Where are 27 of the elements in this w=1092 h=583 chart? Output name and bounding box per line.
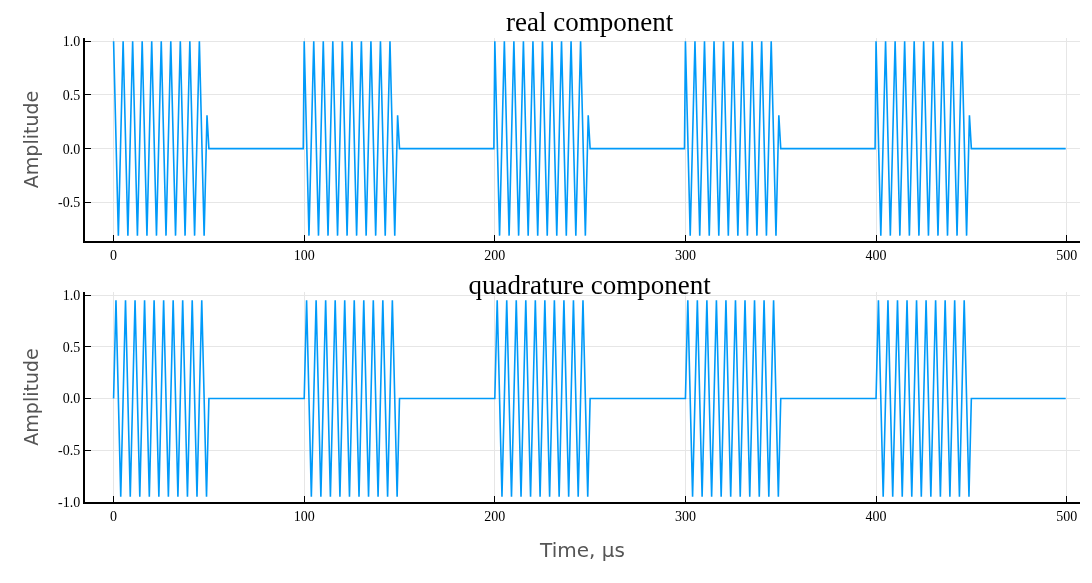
x-tick-label: 300 — [674, 247, 696, 263]
y-axis-title: Amplitude — [20, 90, 43, 189]
x-tick-label: 300 — [674, 508, 696, 524]
x-axis-title: Time, μs — [539, 537, 625, 562]
x-tick-label: 200 — [484, 247, 506, 263]
x-tick-label: 200 — [484, 508, 506, 524]
chart-title: real component — [506, 7, 674, 38]
x-tick-label: 500 — [1056, 508, 1078, 524]
x-tick-label: 100 — [293, 508, 315, 524]
y-tick-label: -1.0 — [58, 494, 81, 510]
y-tick-label: 1.0 — [62, 34, 81, 50]
x-tick-label: 100 — [293, 247, 315, 263]
y-tick-label: 0.0 — [62, 141, 81, 157]
x-tick-label: 0 — [110, 508, 118, 524]
x-tick-label: 400 — [865, 508, 887, 524]
y-tick-label: 0.5 — [62, 87, 81, 103]
y-tick-label: 0.5 — [62, 339, 81, 355]
x-tick-label: 400 — [865, 247, 887, 263]
y-tick-label: 0.0 — [62, 391, 81, 407]
x-tick-label: 0 — [110, 247, 118, 263]
chart-title: quadrature component — [468, 269, 712, 300]
y-tick-label: -0.5 — [58, 195, 81, 211]
y-tick-label: 1.0 — [62, 288, 81, 303]
y-tick-label: -0.5 — [58, 443, 81, 459]
line-series — [112, 40, 1067, 237]
x-tick-label: 500 — [1056, 247, 1078, 263]
y-axis-title: Amplitude — [20, 348, 43, 446]
